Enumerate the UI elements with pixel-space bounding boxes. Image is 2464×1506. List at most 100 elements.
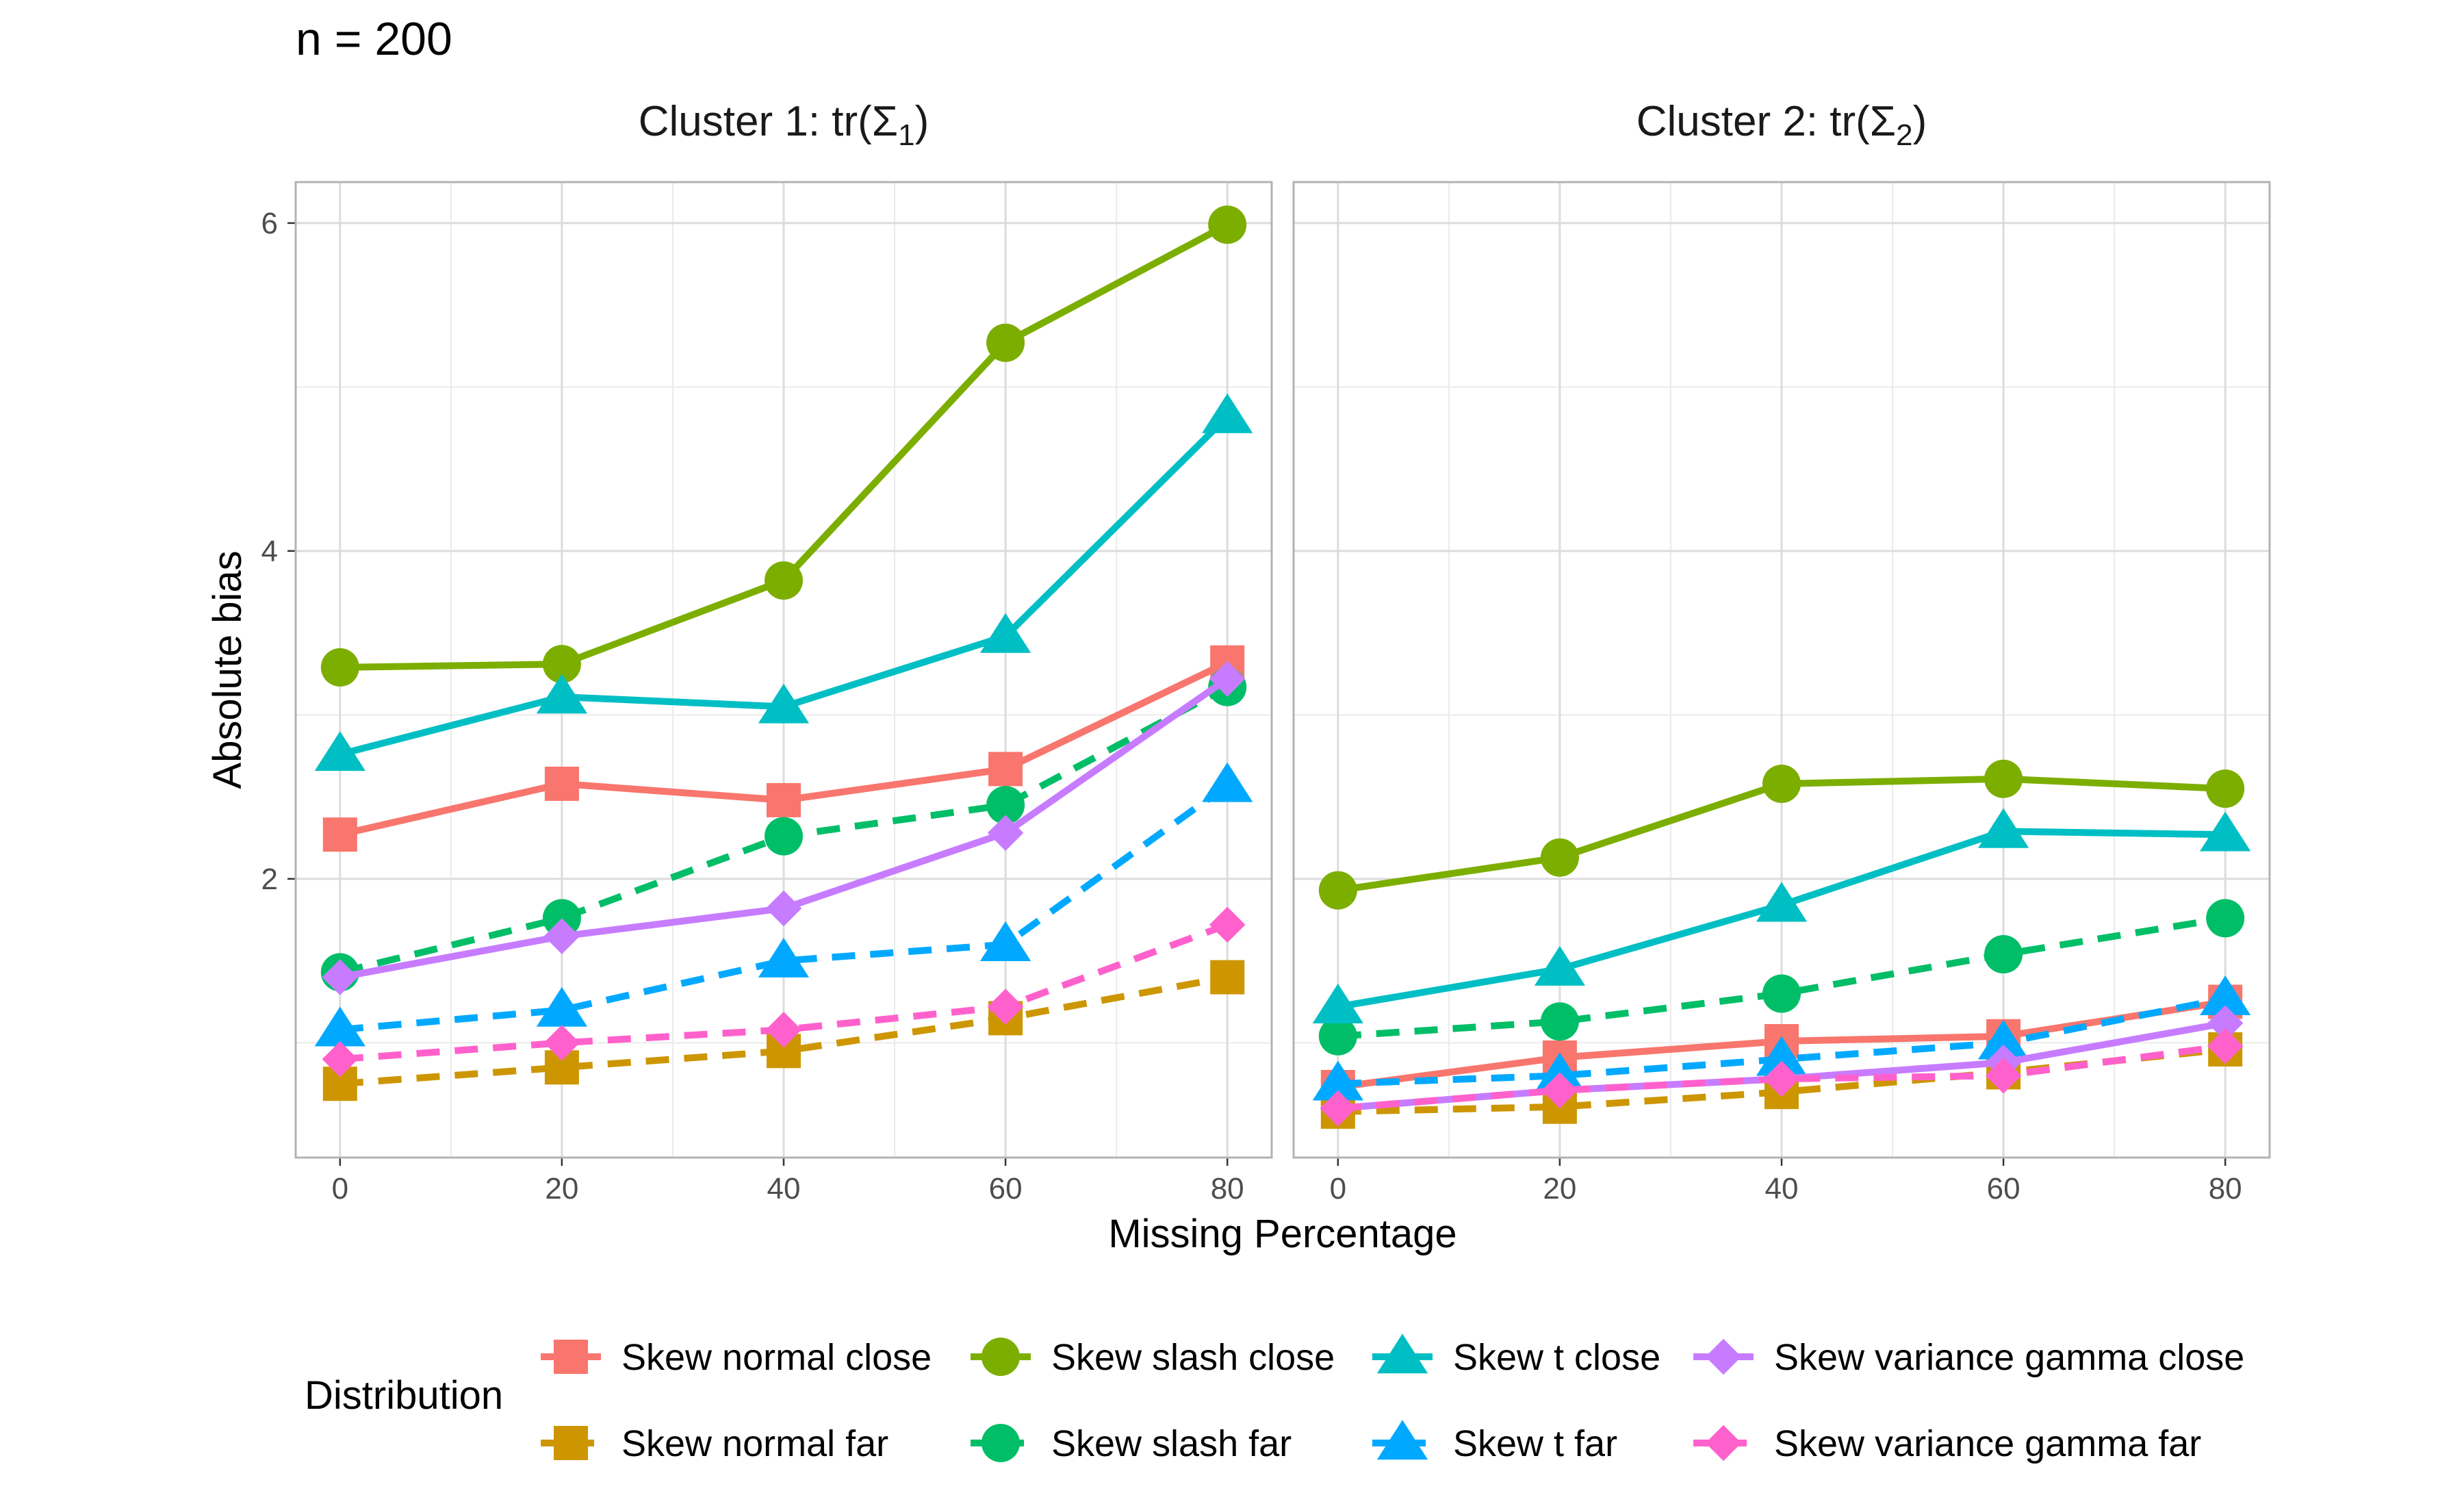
- series-skew-slash-far: [1318, 899, 2245, 1056]
- legend-item-skew-variance-gamma-far: Skew variance gamma far: [1693, 1423, 2201, 1464]
- data-point-skew-variance-gamma-close-80: [1209, 661, 1246, 697]
- x-tick-label-60: 60: [989, 1172, 1023, 1205]
- panel-2-strip-label: Cluster 2: tr(Σ2): [1637, 98, 1927, 152]
- data-point-skew-t-close-60: [1977, 808, 2029, 848]
- data-point-skew-t-close-40: [1756, 882, 1808, 922]
- legend-item-skew-t-far: Skew t far: [1372, 1420, 1617, 1464]
- data-point-skew-slash-far-20: [1540, 1002, 1579, 1041]
- data-point-skew-variance-gamma-far-60: [1985, 1058, 2022, 1094]
- data-point-skew-t-close-20: [1534, 945, 1586, 986]
- legend-key-marker-skew-slash-close: [981, 1338, 1020, 1376]
- x-tick-label-40: 40: [1765, 1172, 1799, 1205]
- panel-border: [1292, 181, 2271, 1159]
- data-point-skew-variance-gamma-far-40: [1763, 1060, 1800, 1097]
- legend-label-skew-t-close: Skew t close: [1453, 1337, 1660, 1378]
- data-point-skew-normal-close-60: [988, 752, 1023, 787]
- legend-key-marker-skew-t-far: [1376, 1420, 1428, 1460]
- chart-title: n = 200: [296, 13, 452, 65]
- x-tick-label-20: 20: [1543, 1172, 1576, 1205]
- x-tick-label-20: 20: [545, 1172, 578, 1205]
- y-tick-label-2: 2: [261, 863, 278, 896]
- y-axis-title: Absolute bias: [205, 550, 250, 789]
- data-point-skew-variance-gamma-far-20: [543, 1025, 580, 1061]
- data-point-skew-t-close-20: [536, 674, 588, 714]
- data-point-skew-normal-far-80: [1210, 960, 1245, 995]
- x-tick-label-60: 60: [1987, 1172, 2020, 1205]
- data-point-skew-slash-close-40: [1762, 764, 1801, 803]
- data-point-skew-t-close-40: [758, 683, 810, 724]
- legend-title: Distribution: [305, 1373, 503, 1418]
- data-point-skew-slash-close-80: [1208, 205, 1247, 244]
- legend-key-marker-skew-variance-gamma-close: [1705, 1338, 1742, 1375]
- series-skew-variance-gamma-close: [322, 661, 1246, 995]
- x-axis-title: Missing Percentage: [1108, 1212, 1456, 1256]
- legend: Distribution Skew normal close Skew normal…: [305, 1333, 2244, 1464]
- data-point-skew-slash-far-0: [1318, 1017, 1357, 1056]
- series-skew-slash-close: [1318, 759, 2245, 910]
- data-point-skew-slash-close-60: [1984, 759, 2023, 798]
- data-point-skew-variance-gamma-far-0: [1320, 1090, 1357, 1127]
- y-tick-label-6: 6: [261, 207, 278, 240]
- data-point-skew-variance-gamma-far-80: [1209, 906, 1246, 943]
- data-point-skew-normal-close-40: [767, 782, 801, 817]
- data-point-skew-slash-close-80: [2206, 769, 2245, 808]
- x-tick-label-40: 40: [767, 1172, 801, 1205]
- data-point-skew-t-close-0: [314, 731, 365, 771]
- series-skew-variance-gamma-far: [1320, 1028, 2244, 1127]
- legend-item-skew-t-close: Skew t close: [1372, 1333, 1660, 1378]
- legend-key-marker-skew-variance-gamma-far: [1705, 1425, 1742, 1462]
- data-point-skew-t-close-80: [2200, 811, 2251, 852]
- data-point-skew-t-close-80: [1202, 393, 1253, 433]
- x-tick-label-80: 80: [1211, 1172, 1244, 1205]
- data-point-skew-t-far-40: [758, 937, 810, 978]
- x-tick-label-0: 0: [332, 1172, 348, 1205]
- data-point-skew-variance-gamma-far-20: [1541, 1072, 1578, 1109]
- legend-label-skew-normal-close: Skew normal close: [621, 1337, 932, 1378]
- data-point-skew-t-far-40: [1756, 1036, 1808, 1076]
- data-point-skew-normal-close-20: [544, 766, 579, 801]
- data-point-skew-t-far-60: [979, 921, 1031, 961]
- data-point-skew-variance-gamma-close-40: [765, 890, 802, 927]
- legend-label-skew-slash-far: Skew slash far: [1051, 1423, 1292, 1464]
- data-point-skew-slash-far-40: [1762, 974, 1801, 1013]
- data-point-skew-variance-gamma-close-80: [2207, 1005, 2244, 1041]
- data-point-skew-variance-gamma-close-0: [322, 959, 359, 995]
- legend-item-skew-slash-close: Skew slash close: [971, 1337, 1335, 1378]
- legend-label-skew-variance-gamma-close: Skew variance gamma close: [1774, 1337, 2244, 1378]
- legend-label-skew-slash-close: Skew slash close: [1051, 1337, 1335, 1378]
- legend-label-skew-normal-far: Skew normal far: [621, 1423, 888, 1464]
- panel-1: Cluster 1: tr(Σ1) 0 20 40 60 80 2 4 6: [261, 98, 1273, 1205]
- data-point-skew-t-far-60: [1977, 1019, 2029, 1060]
- data-point-skew-variance-gamma-close-60: [987, 815, 1024, 852]
- series-skew-slash-close: [320, 205, 1247, 687]
- data-point-skew-t-far-20: [536, 986, 588, 1027]
- panel-2: Cluster 2: tr(Σ2) 0 20 40 60 80: [1292, 98, 2271, 1205]
- data-point-skew-slash-far-60: [1984, 935, 2023, 974]
- data-point-skew-variance-gamma-close-20: [543, 918, 580, 954]
- data-point-skew-slash-close-20: [542, 645, 581, 684]
- data-point-skew-t-far-0: [1312, 1060, 1363, 1101]
- y-tick-label-4: 4: [261, 535, 278, 568]
- series-skew-t-close: [314, 393, 1253, 771]
- legend-item-skew-variance-gamma-close: Skew variance gamma close: [1693, 1337, 2244, 1378]
- data-point-skew-normal-close-0: [322, 817, 357, 852]
- data-point-skew-variance-gamma-far-80: [2207, 1028, 2244, 1064]
- legend-key-marker-skew-t-close: [1376, 1333, 1428, 1374]
- data-point-skew-slash-close-0: [1318, 871, 1357, 910]
- data-point-skew-t-far-20: [1534, 1052, 1586, 1093]
- series-skew-t-far: [1312, 975, 2251, 1101]
- data-point-skew-variance-gamma-far-60: [987, 988, 1024, 1025]
- data-point-skew-slash-far-20: [542, 899, 581, 938]
- series-line-skew-slash-far: [1337, 915, 2226, 1040]
- panel-1-strip-label: Cluster 1: tr(Σ1): [639, 98, 929, 152]
- series-skew-t-far: [314, 762, 1253, 1047]
- x-tick-label-0: 0: [1330, 1172, 1346, 1205]
- data-point-skew-variance-gamma-far-40: [765, 1011, 802, 1048]
- x-tick-label-80: 80: [2209, 1172, 2242, 1205]
- legend-item-skew-slash-far: Skew slash far: [971, 1423, 1292, 1464]
- data-point-skew-variance-gamma-far-0: [322, 1041, 359, 1077]
- data-point-skew-t-close-0: [1312, 983, 1363, 1023]
- data-point-skew-t-close-60: [979, 613, 1031, 653]
- series-skew-t-close: [1312, 808, 2251, 1023]
